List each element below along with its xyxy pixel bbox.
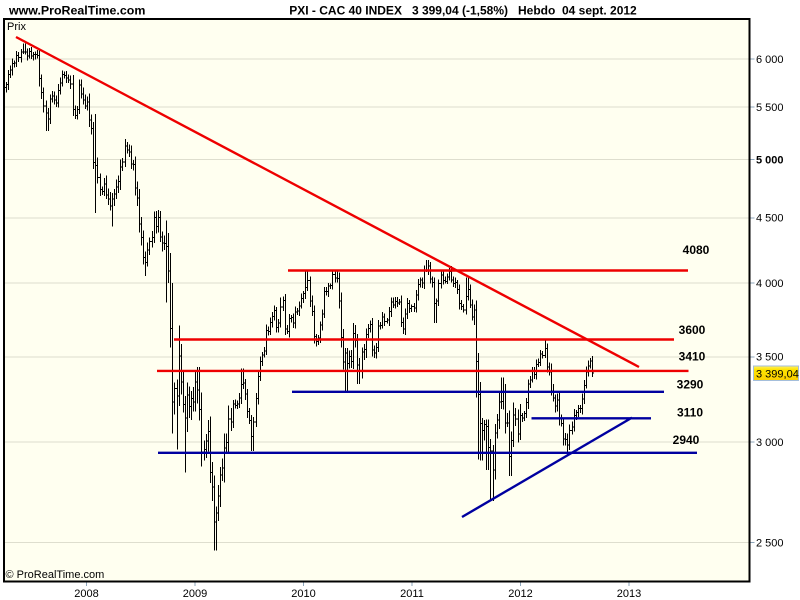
svg-text:3410: 3410 [679,350,706,364]
svg-text:2009: 2009 [183,588,207,600]
svg-text:2940: 2940 [673,433,700,447]
svg-text:5 500: 5 500 [756,102,784,114]
svg-text:3 000: 3 000 [756,437,784,449]
svg-text:2011: 2011 [400,588,424,600]
svg-text:PXI - CAC 40 INDEX 3 399,04: PXI - CAC 40 INDEX 3 399,04 (-1,58%) Heb… [289,4,637,18]
svg-text:Prix: Prix [7,21,26,33]
svg-text:2013: 2013 [617,588,641,600]
svg-text:5 000: 5 000 [756,155,784,167]
svg-text:www.ProRealTime.com: www.ProRealTime.com [8,4,145,18]
svg-text:4 000: 4 000 [756,278,784,290]
svg-text:4 500: 4 500 [756,213,784,225]
svg-text:3 500: 3 500 [756,352,784,364]
svg-text:2010: 2010 [291,588,315,600]
svg-text:4080: 4080 [683,243,710,257]
svg-text:2012: 2012 [508,588,532,600]
svg-text:3290: 3290 [677,378,704,392]
svg-text:3 399,04: 3 399,04 [756,369,799,381]
svg-text:3600: 3600 [679,323,706,337]
svg-text:© ProRealTime.com: © ProRealTime.com [6,569,105,581]
svg-text:6 000: 6 000 [756,54,784,66]
svg-text:2 500: 2 500 [756,538,784,550]
svg-text:3110: 3110 [677,406,703,420]
svg-text:2008: 2008 [74,588,98,600]
